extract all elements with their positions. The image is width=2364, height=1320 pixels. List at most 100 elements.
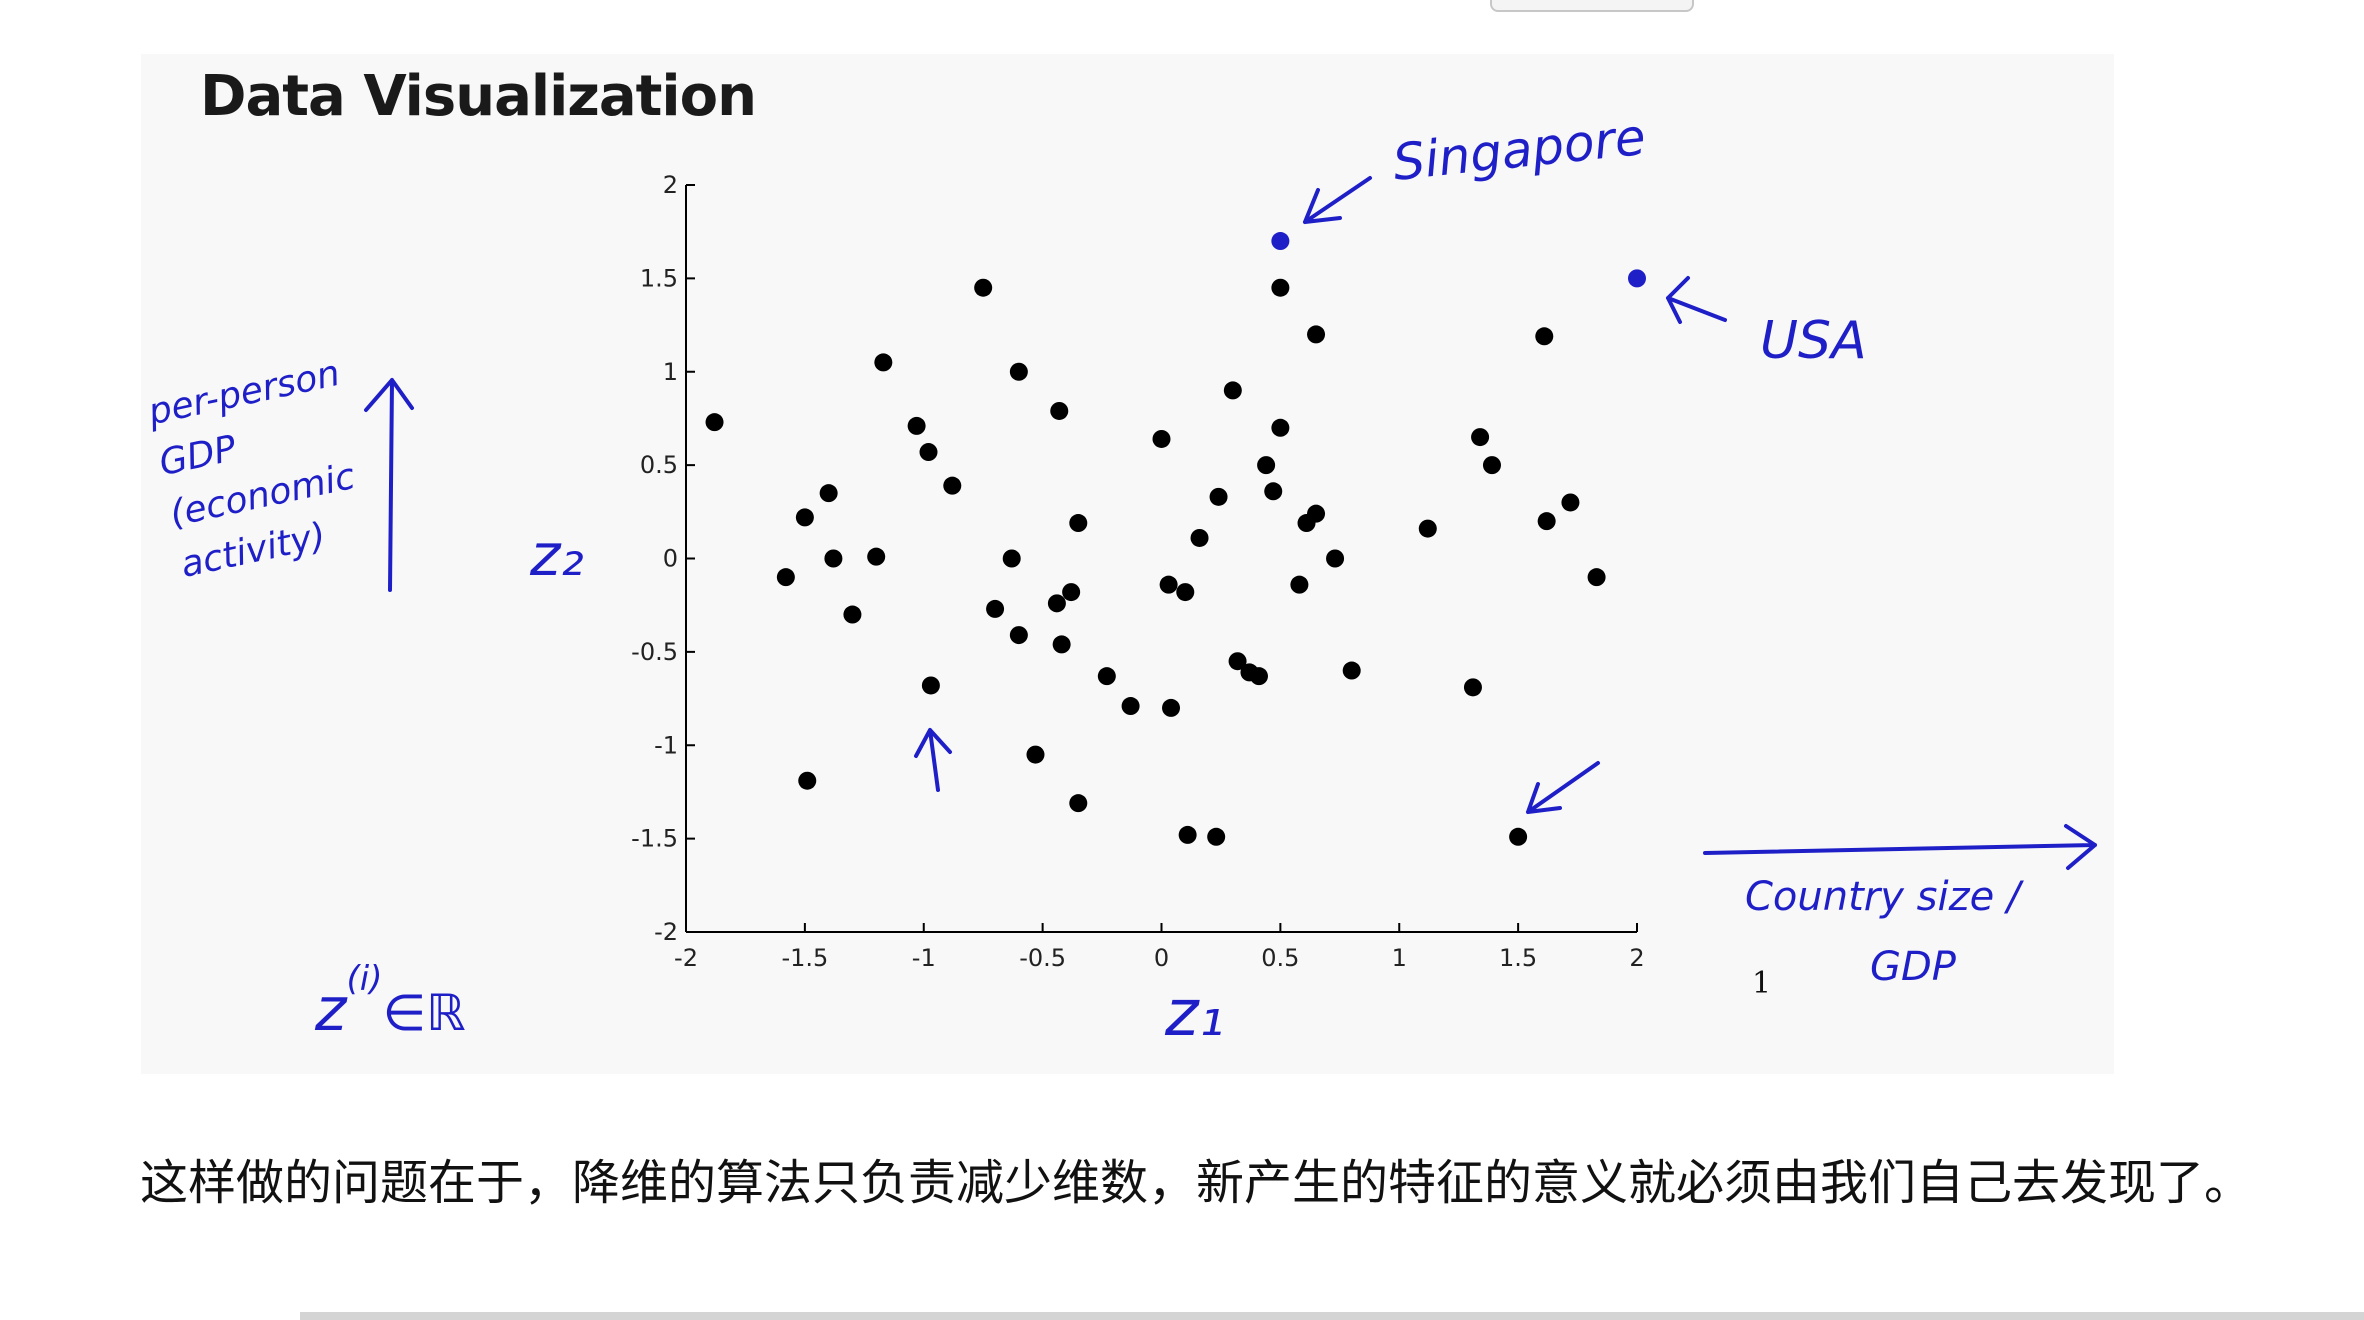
x-tick-label: -2: [674, 944, 698, 972]
x-note-line-1: Country size /: [1745, 874, 2025, 920]
chart-ticks: -2 -1.5 -1 -0.5 0 0.5 1 1.5 2 -2 -1.5 -1 -0.5 0 0.5 1 1.…: [631, 171, 1644, 972]
singapore-arrow-icon: [1303, 176, 1372, 224]
data-point: [1535, 327, 1554, 346]
data-point: [986, 599, 1005, 618]
data-point: [798, 771, 817, 790]
data-point: [1264, 482, 1283, 501]
data-point: [1271, 278, 1290, 297]
z-membership: ∈ℝ: [382, 984, 465, 1042]
data-point: [943, 476, 962, 495]
data-point: [874, 353, 893, 372]
highlighted-data-point: [1271, 232, 1290, 251]
data-point: [921, 676, 940, 695]
y-axis-note: per-person GDP (economic activity): [144, 350, 414, 592]
data-point: [1482, 456, 1501, 475]
top-toolbar-fragment: [1490, 0, 1694, 12]
data-point: [1152, 429, 1171, 448]
y-tick-label: -1: [654, 731, 678, 759]
data-point: [1463, 678, 1482, 697]
up-arrow-icon: [364, 378, 414, 592]
lecture-slide: [141, 54, 2114, 1074]
usa-label: USA: [1760, 311, 1867, 371]
data-point: [824, 549, 843, 568]
data-point: [1002, 549, 1021, 568]
data-point: [1271, 418, 1290, 437]
data-point: [705, 413, 724, 432]
data-point: [1050, 401, 1069, 420]
x-axis-label: z₁: [1164, 977, 1224, 1051]
data-point: [1176, 583, 1195, 602]
singapore-annotation: Singapore: [1303, 108, 1648, 224]
svg-text:z(i)∈ℝ: z(i)∈ℝ: [314, 959, 466, 1045]
x-note-line-2: GDP: [1870, 944, 1957, 990]
y-note-line-2: GDP: [156, 428, 240, 484]
data-point: [776, 568, 795, 587]
x-tick-label: -1: [912, 944, 936, 972]
data-point: [1223, 381, 1242, 400]
data-point: [1069, 794, 1088, 813]
x-tick-label: 0: [1154, 944, 1169, 972]
usa-annotation: USA: [1666, 276, 1867, 371]
data-point: [1009, 362, 1028, 381]
data-point: [1159, 575, 1178, 594]
z-superscript: (i): [347, 959, 383, 999]
data-point: [1052, 635, 1071, 654]
data-point: [1290, 575, 1309, 594]
y-tick-label: 0: [663, 545, 678, 573]
scatter-chart: -2 -1.5 -1 -0.5 0 0.5 1 1.5 2 -2 -1.5 -1 -0.5 0 0.5 1 1.…: [144, 108, 2097, 1051]
caption-text: 这样做的问题在于，降维的算法只负责减少维数，新产生的特征的意义就必须由我们自己去…: [140, 1155, 2253, 1211]
data-point: [1209, 487, 1228, 506]
data-point: [1418, 519, 1437, 538]
singapore-label: Singapore: [1390, 108, 1648, 192]
low-point-arrow-icon: [914, 728, 952, 792]
x-tick-label: -0.5: [1019, 944, 1066, 972]
data-point: [867, 547, 886, 566]
bottom-right-arrow-icon: [1526, 761, 1600, 814]
data-point: [1121, 697, 1140, 716]
data-point: [1178, 825, 1197, 844]
x-tick-label: 1: [1392, 944, 1407, 972]
y-note-line-1: per-person: [144, 353, 343, 434]
data-point: [1307, 504, 1326, 523]
usa-arrow-icon: [1666, 276, 1727, 324]
chart-points: [705, 232, 1646, 846]
data-point: [1249, 667, 1268, 686]
data-point: [1069, 514, 1088, 533]
data-point: [1307, 325, 1326, 344]
data-point: [1062, 583, 1081, 602]
data-point: [1162, 698, 1181, 717]
data-point: [1026, 745, 1045, 764]
data-point: [974, 278, 993, 297]
y-tick-label: -1.5: [631, 825, 678, 853]
x-axis-note: Country size / GDP 1: [1703, 824, 2097, 1001]
data-point: [1509, 827, 1528, 846]
data-point: [907, 416, 926, 435]
data-point: [1047, 594, 1066, 613]
y-tick-label: 0.5: [640, 451, 678, 479]
y-axis-label: z₂: [529, 521, 584, 589]
z-symbol: z: [314, 975, 348, 1045]
data-point: [919, 443, 938, 462]
z-in-r-note: z(i)∈ℝ: [314, 959, 466, 1045]
right-arrow-icon: [1703, 824, 2097, 870]
data-point: [1207, 827, 1226, 846]
data-point: [1009, 626, 1028, 645]
x-tick-label: 1.5: [1499, 944, 1537, 972]
data-point: [1190, 528, 1209, 547]
data-point: [1326, 549, 1345, 568]
data-point: [1342, 661, 1361, 680]
data-point: [1537, 512, 1556, 531]
data-point: [1228, 652, 1247, 671]
x-tick-label: -1.5: [781, 944, 828, 972]
y-tick-label: -2: [654, 918, 678, 946]
stray-mark: 1: [1752, 966, 1771, 1001]
y-axis-note-text: per-person GDP (economic activity): [144, 350, 387, 586]
y-tick-label: 1.5: [640, 264, 678, 292]
bottom-divider: [300, 1312, 2364, 1320]
data-point: [1587, 568, 1606, 587]
slide-title: Data Visualization: [200, 64, 757, 129]
y-tick-label: 1: [663, 358, 678, 386]
data-point: [819, 484, 838, 503]
data-point: [843, 605, 862, 624]
x-tick-label: 2: [1629, 944, 1644, 972]
